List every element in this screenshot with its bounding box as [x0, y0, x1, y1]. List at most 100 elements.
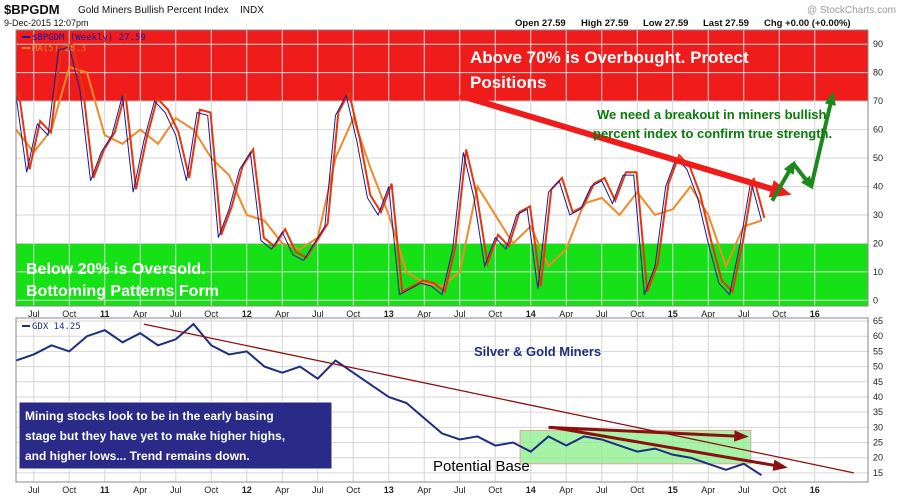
- x-tick-label: 12: [242, 485, 252, 495]
- annotation-mining-2: stage but they have yet to make higher h…: [25, 429, 285, 443]
- y-tick-label: 45: [873, 377, 883, 387]
- x-tick-label: Jul: [454, 485, 466, 495]
- y-tick-label: 20: [873, 238, 883, 248]
- y-tick-label: 40: [873, 181, 883, 191]
- y-tick-label: 20: [873, 453, 883, 463]
- projection-arrowhead: [783, 160, 796, 175]
- annotation-silver-gold: Silver & Gold Miners: [474, 344, 601, 359]
- quote-change: Chg +0.00 (+0.00%): [764, 18, 851, 29]
- legend-label-ma: MA(5) 28.3: [32, 44, 86, 54]
- legend-label-gdx: GDX 14.25: [32, 322, 81, 332]
- annotation-breakout-2: percent index to confirm true strength.: [593, 126, 832, 141]
- x-tick-label: Oct: [62, 485, 77, 495]
- y-tick-label: 50: [873, 153, 883, 163]
- y-tick-label: 25: [873, 438, 883, 448]
- breakout-projection: [770, 91, 836, 202]
- top-legend: $BPGDM (Weekly) 27.59 MA(5) 28.3: [22, 33, 146, 54]
- x-tick-label: Jul: [454, 309, 466, 319]
- x-tick-label: Jul: [738, 309, 750, 319]
- x-tick-label: Oct: [62, 309, 77, 319]
- overbought-zone: [16, 30, 868, 102]
- quote-low: Low 27.59: [643, 18, 688, 29]
- x-tick-label: 14: [526, 309, 536, 319]
- x-tick-label: Apr: [701, 485, 715, 495]
- x-tick-label: Apr: [701, 309, 715, 319]
- gdx-trend-arrowhead: [734, 430, 749, 442]
- gdx-trend-arrowhead: [772, 459, 788, 471]
- x-tick-label: 12: [242, 309, 252, 319]
- quote-high: High 27.59: [581, 18, 629, 29]
- x-tick-label: 13: [384, 309, 394, 319]
- x-tick-label: 11: [100, 485, 110, 495]
- annotation-overbought-2: Positions: [470, 73, 547, 92]
- x-tick-label: Oct: [772, 309, 787, 319]
- gdx-trendline: [548, 425, 744, 438]
- bpgdm-series-line: [15, 46, 762, 296]
- gdx-trendline: [551, 425, 784, 469]
- index-exchange: INDX: [240, 5, 264, 16]
- y-tick-label: 30: [873, 422, 883, 432]
- top-x-tick-labels: Jul Oct 11 Apr Jul Oct 12 Apr Jul Oct 13 Apr Jul Oct 1…: [28, 309, 820, 319]
- projection-segment: [809, 94, 835, 187]
- x-tick-label: Oct: [346, 309, 361, 319]
- gdx-series-line: [15, 322, 763, 477]
- mining-stocks-note-box: [18, 401, 333, 470]
- bottom-plot-border: [15, 317, 869, 483]
- bottom-legend: GDX 14.25: [22, 322, 81, 332]
- annotation-mining-1: Mining stocks look to be in the early ba…: [25, 409, 274, 423]
- y-tick-label: 55: [873, 346, 883, 356]
- annotation-oversold-2: Bottoming Patterns Form: [26, 283, 219, 300]
- quote-bar: Open 27.59 High 27.59 Low 27.59 Last 27.…: [515, 18, 851, 29]
- quote-open: Open 27.59: [515, 18, 566, 29]
- x-tick-label: 15: [668, 309, 678, 319]
- y-tick-label: 70: [873, 96, 883, 106]
- x-tick-label: Oct: [630, 485, 645, 495]
- x-tick-label: Jul: [596, 309, 608, 319]
- x-tick-label: Jul: [170, 485, 182, 495]
- x-tick-label: Oct: [204, 309, 219, 319]
- y-tick-label: 60: [873, 331, 883, 341]
- bottom-x-tick-labels: Jul Oct 11 Apr Jul Oct 12 Apr Jul Oct 13 Apr Jul Oct 1…: [28, 485, 820, 495]
- y-tick-label: 30: [873, 210, 883, 220]
- y-tick-label: 65: [873, 316, 883, 326]
- x-tick-label: Oct: [346, 485, 361, 495]
- y-tick-label: 80: [873, 68, 883, 78]
- x-tick-label: Jul: [596, 485, 608, 495]
- bullish-percent-panel: Jul Oct 11 Apr Jul Oct 12 Apr Jul Oct 13 Apr Jul Oct 1…: [15, 29, 883, 319]
- x-tick-label: 11: [100, 309, 110, 319]
- x-tick-label: Apr: [133, 485, 147, 495]
- x-tick-label: Jul: [170, 309, 182, 319]
- x-tick-label: Jul: [738, 485, 750, 495]
- x-tick-label: Oct: [204, 485, 219, 495]
- x-tick-label: Jul: [312, 309, 324, 319]
- ticker-symbol: $BPGDM: [4, 2, 60, 17]
- legend-label-bp: $BPGDM (Weekly) 27.59: [32, 33, 146, 43]
- x-tick-label: Apr: [133, 309, 147, 319]
- quote-date: 9-Dec-2015 12:07pm: [4, 18, 89, 28]
- oversold-zone: [16, 243, 868, 306]
- bpgdm-red-line: [17, 42, 766, 294]
- brand-watermark: @ StockCharts.com: [807, 5, 896, 16]
- gdx-panel: Jul Oct 11 Apr Jul Oct 12 Apr Jul Oct 13 Apr Jul Oct 1…: [15, 316, 883, 495]
- annotation-mining-3: and higher lows... Trend remains down.: [25, 449, 250, 463]
- bottom-y-tick-labels: 15 20 25 30 35 40 45 50 55 60 65: [873, 316, 883, 478]
- gdx-trendline: [143, 323, 854, 474]
- x-tick-label: Apr: [559, 309, 573, 319]
- y-tick-label: 50: [873, 362, 883, 372]
- x-tick-label: Oct: [630, 309, 645, 319]
- x-tick-label: Oct: [772, 485, 787, 495]
- bottom-trendlines: [143, 323, 854, 474]
- x-tick-label: Apr: [417, 485, 431, 495]
- projection-arrowhead: [824, 91, 836, 106]
- x-tick-label: Oct: [488, 485, 503, 495]
- y-tick-label: 0: [873, 295, 878, 305]
- quote-last: Last 27.59: [703, 18, 749, 29]
- annotation-breakout-1: We need a breakout in miners bullish: [597, 107, 827, 122]
- top-series-lines: [15, 42, 766, 296]
- top-gridlines: [16, 30, 868, 306]
- annotation-overbought-1: Above 70% is Overbought. Protect: [470, 48, 749, 67]
- top-plot-border: [15, 29, 869, 307]
- y-tick-label: 15: [873, 468, 883, 478]
- top-y-tick-labels: 0 10 20 30 40 50 60 70 80 90: [873, 39, 883, 305]
